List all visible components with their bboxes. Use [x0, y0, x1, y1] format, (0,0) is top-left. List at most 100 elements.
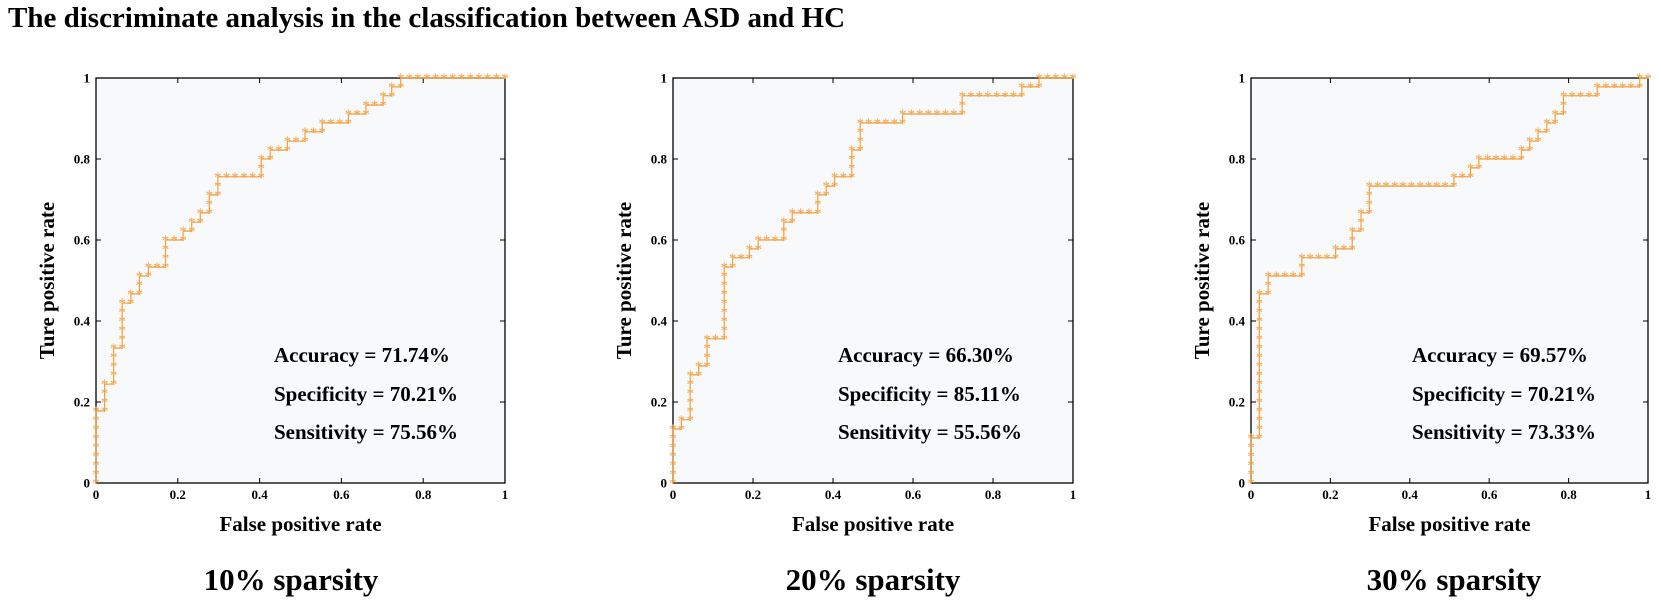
roc-point-marker: *: [188, 224, 196, 240]
roc-point-marker: *: [214, 179, 222, 195]
x-tick-label: 0: [670, 487, 677, 502]
roc-point-marker: *: [1348, 224, 1356, 240]
x-axis-label: False positive rate: [1368, 512, 1530, 536]
roc-point-marker: *: [1044, 71, 1052, 87]
x-axis-label: False positive rate: [792, 512, 954, 536]
roc-point-marker: *: [336, 116, 344, 132]
roc-point-marker: *: [110, 377, 118, 393]
roc-point-marker: *: [1273, 269, 1281, 285]
roc-point-marker: *: [669, 467, 677, 483]
roc-point-marker: *: [805, 206, 813, 222]
y-tick-label: 0.6: [651, 233, 668, 248]
roc-point-marker: *: [214, 170, 222, 186]
page-title: The discriminate analysis in the classif…: [8, 2, 846, 34]
roc-point-marker: *: [814, 188, 822, 204]
roc-point-marker: *: [1382, 179, 1390, 195]
roc-point-marker: *: [101, 404, 109, 420]
roc-point-marker: *: [1256, 395, 1264, 411]
y-tick-label: 0.4: [74, 314, 91, 329]
roc-point-marker: *: [822, 188, 830, 204]
y-tick-label: 1: [84, 71, 91, 86]
roc-point-marker: *: [899, 107, 907, 123]
roc-point-marker: *: [737, 251, 745, 267]
x-tick-label: 1: [1070, 487, 1077, 502]
roc-point-marker: *: [101, 395, 109, 411]
y-tick-label: 0.8: [1229, 152, 1246, 167]
roc-point-marker: *: [1458, 170, 1466, 186]
roc-point-marker: *: [678, 422, 686, 438]
roc-point-marker: *: [703, 350, 711, 366]
roc-point-marker: *: [249, 170, 257, 186]
roc-point-marker: *: [958, 89, 966, 105]
roc-point-marker: *: [1357, 206, 1365, 222]
roc-point-marker: *: [1298, 251, 1306, 267]
roc-point-marker: *: [814, 197, 822, 213]
roc-point-marker: *: [1247, 476, 1255, 492]
roc-point-marker: *: [301, 125, 309, 141]
roc-point-marker: *: [136, 269, 144, 285]
roc-point-marker: *: [1281, 269, 1289, 285]
roc-point-marker: *: [1416, 179, 1424, 195]
roc-point-marker: *: [1501, 152, 1509, 168]
roc-point-marker: *: [292, 134, 300, 150]
roc-point-marker: *: [1256, 386, 1264, 402]
roc-point-marker: *: [942, 107, 950, 123]
roc-point-marker: *: [362, 98, 370, 114]
roc-point-marker: *: [257, 170, 265, 186]
roc-point-marker: *: [1010, 89, 1018, 105]
roc-point-marker: *: [822, 179, 830, 195]
y-tick-label: 0: [84, 476, 91, 491]
roc-point-marker: *: [814, 206, 822, 222]
roc-point-marker: *: [118, 296, 126, 312]
roc-point-marker: *: [1636, 71, 1644, 87]
roc-point-marker: *: [362, 107, 370, 123]
roc-point-marker: *: [1247, 431, 1255, 447]
roc-point-marker: *: [686, 395, 694, 411]
roc-point-marker: *: [1611, 80, 1619, 96]
x-tick-label: 0.8: [985, 487, 1002, 502]
roc-point-marker: *: [1509, 152, 1517, 168]
roc-point-marker: *: [206, 206, 214, 222]
roc-point-marker: *: [1475, 152, 1483, 168]
roc-point-marker: *: [686, 377, 694, 393]
x-tick-label: 0: [1248, 487, 1255, 502]
y-tick-label: 0.6: [74, 233, 91, 248]
y-tick-label: 0.2: [1229, 395, 1245, 410]
roc-point-marker: *: [720, 305, 728, 321]
roc-point-marker: *: [848, 161, 856, 177]
roc-point-marker: *: [397, 71, 405, 87]
sparsity-caption: 20% sparsity: [786, 562, 961, 597]
roc-point-marker: *: [1306, 251, 1314, 267]
roc-point-marker: *: [1256, 404, 1264, 420]
roc-point-marker: *: [1551, 116, 1559, 132]
roc-point-marker: *: [916, 107, 924, 123]
roc-point-marker: *: [754, 242, 762, 258]
roc-point-marker: *: [423, 71, 431, 87]
plot-area: [95, 77, 506, 484]
roc-point-marker: *: [840, 170, 848, 186]
roc-point-marker: *: [1551, 107, 1559, 123]
roc-point-marker: *: [720, 323, 728, 339]
roc-point-marker: *: [1534, 125, 1542, 141]
roc-point-marker: *: [162, 233, 170, 249]
roc-point-marker: *: [266, 152, 274, 168]
roc-point-marker: *: [788, 215, 796, 231]
roc-point-marker: *: [353, 107, 361, 123]
roc-point-marker: *: [458, 71, 466, 87]
roc-point-marker: *: [669, 431, 677, 447]
roc-point-marker: *: [1256, 323, 1264, 339]
roc-point-marker: *: [746, 251, 754, 267]
roc-point-marker: *: [1577, 89, 1585, 105]
roc-point-marker: *: [127, 296, 135, 312]
roc-point-marker: *: [284, 134, 292, 150]
y-tick-label: 0: [661, 476, 668, 491]
roc-point-marker: *: [950, 107, 958, 123]
roc-point-marker: *: [92, 440, 100, 456]
roc-point-marker: *: [1018, 80, 1026, 96]
roc-point-marker: *: [371, 98, 379, 114]
stat-line: Accuracy = 69.57%: [1412, 343, 1588, 367]
roc-point-marker: *: [301, 134, 309, 150]
roc-point-marker: *: [1391, 179, 1399, 195]
roc-point-marker: *: [1332, 242, 1340, 258]
roc-point-marker: *: [1374, 179, 1382, 195]
